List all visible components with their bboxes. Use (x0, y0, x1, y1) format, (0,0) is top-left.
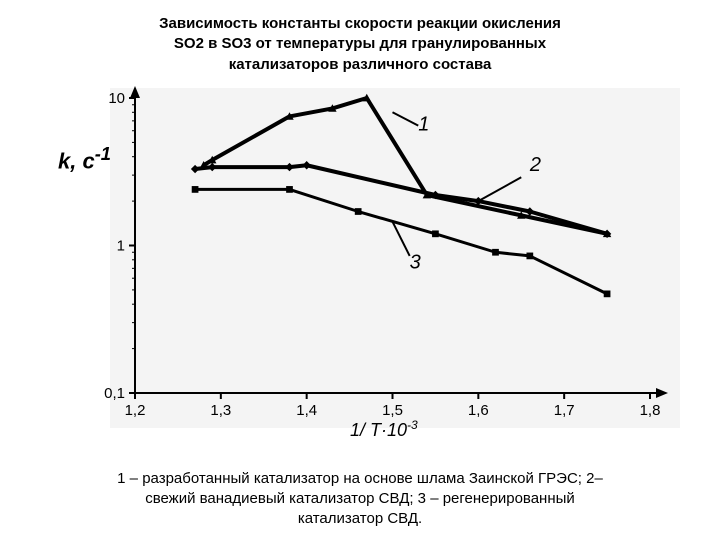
caption-line-3: катализатор СВД. (298, 510, 422, 527)
caption-line-2: свежий ванадиевый катализатор СВД; 3 – р… (145, 490, 575, 507)
svg-text:1: 1 (117, 237, 125, 254)
caption-line-1: 1 – разработанный катализатор на основе … (117, 470, 603, 487)
x-axis-label-sup: -3 (407, 418, 418, 432)
title-line-3: катализаторов различного состава (229, 56, 492, 73)
x-axis-label: 1/ T·10-3 (350, 418, 418, 441)
svg-text:2: 2 (529, 154, 541, 176)
svg-text:1,4: 1,4 (296, 402, 317, 419)
chart-caption: 1 – разработанный катализатор на основе … (117, 469, 603, 530)
svg-text:1,6: 1,6 (468, 402, 489, 419)
y-axis-label-text: k, с (58, 148, 95, 173)
title-line-1: Зависимость константы скорости реакции о… (159, 15, 561, 32)
chart-area: k, с-1 0,1 1 10 1,2 1,3 1,4 1,5 1,6 1,7 1,8 1 2 3 1/… (40, 83, 680, 463)
title-line-2: SO2 в SO3 от температуры для гранулирова… (174, 35, 546, 52)
svg-text:1,2: 1,2 (125, 402, 146, 419)
y-axis-label: k, с-1 (58, 143, 111, 174)
svg-text:3: 3 (410, 251, 421, 273)
y-axis-label-sup: -1 (95, 143, 111, 164)
chart-title: Зависимость константы скорости реакции о… (159, 14, 561, 75)
svg-text:1,3: 1,3 (210, 402, 231, 419)
svg-text:1,8: 1,8 (640, 402, 661, 419)
page-root: Зависимость константы скорости реакции о… (0, 0, 720, 540)
svg-text:1,7: 1,7 (554, 402, 575, 419)
x-axis-label-text: 1/ T·10 (350, 420, 407, 440)
svg-text:0,1: 0,1 (104, 385, 125, 402)
svg-text:1: 1 (418, 113, 429, 135)
svg-text:1,5: 1,5 (382, 402, 403, 419)
chart-svg: 0,1 1 10 1,2 1,3 1,4 1,5 1,6 1,7 1,8 1 2 3 (40, 83, 680, 463)
svg-text:10: 10 (108, 90, 125, 107)
